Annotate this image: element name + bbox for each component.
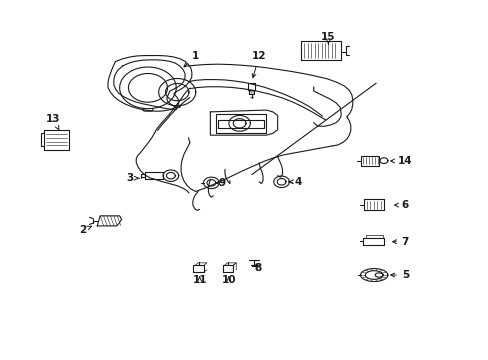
- Text: 12: 12: [251, 51, 266, 78]
- Text: 11: 11: [192, 275, 206, 285]
- Text: 3: 3: [126, 173, 139, 183]
- Text: 7: 7: [392, 237, 408, 247]
- Text: 14: 14: [390, 156, 412, 166]
- Text: 10: 10: [221, 275, 236, 285]
- Text: 1: 1: [183, 51, 199, 67]
- Text: 15: 15: [321, 32, 335, 44]
- Text: 13: 13: [46, 114, 61, 130]
- Text: 5: 5: [390, 270, 408, 280]
- Text: 6: 6: [394, 200, 408, 210]
- Text: 8: 8: [254, 263, 261, 273]
- Text: 2: 2: [79, 225, 91, 235]
- Text: 9: 9: [216, 178, 225, 188]
- Text: 4: 4: [288, 177, 301, 187]
